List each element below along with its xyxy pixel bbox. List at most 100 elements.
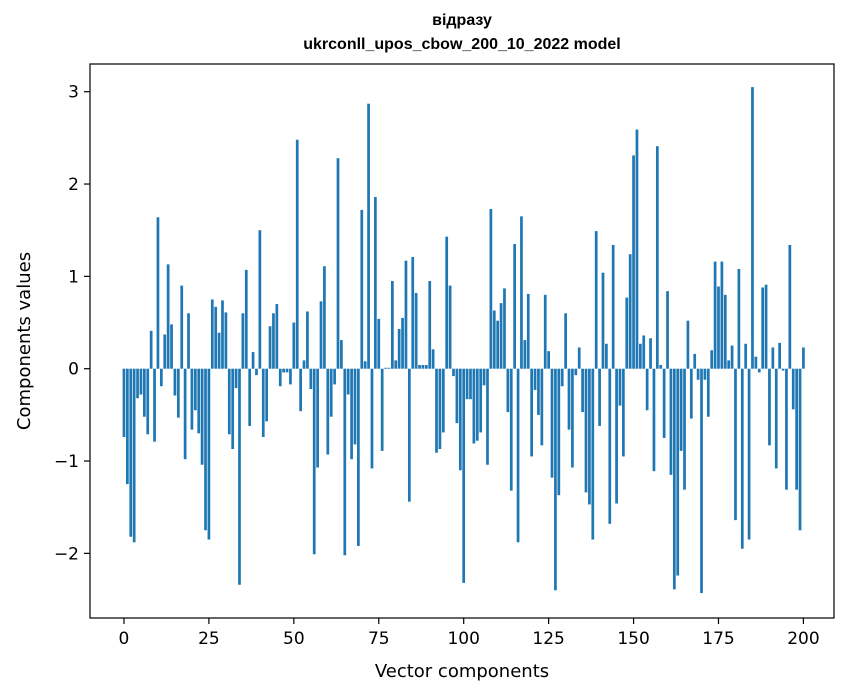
bar-187 (757, 368, 761, 373)
bar-88 (421, 365, 425, 369)
bar-103 (472, 368, 476, 444)
bar-99 (458, 368, 462, 471)
bar-127 (554, 368, 557, 591)
bar-186 (754, 356, 758, 369)
bar-167 (689, 368, 693, 419)
bar-136 (584, 368, 588, 493)
y-axis-ticks: −2 −1 0 1 2 3 (54, 83, 90, 564)
bar-184 (747, 368, 751, 540)
bar-26 (210, 299, 214, 369)
bar-59 (323, 266, 326, 369)
bar-178 (727, 360, 731, 369)
bar-195 (785, 368, 788, 490)
bar-173 (710, 350, 714, 369)
bar-29 (221, 300, 224, 369)
bar-166 (686, 320, 690, 369)
bar-30 (224, 312, 228, 369)
bar-161 (669, 368, 673, 475)
y-tick-label: 3 (68, 83, 79, 103)
bar-191 (771, 347, 775, 369)
bar-123 (540, 368, 544, 446)
x-tick-label: 50 (283, 629, 305, 649)
bar-77 (384, 367, 387, 369)
bar-193 (778, 342, 781, 369)
bar-126 (550, 368, 554, 478)
bar-31 (227, 368, 231, 435)
bar-146 (618, 368, 622, 406)
bar-15 (173, 368, 177, 396)
bar-130 (564, 313, 567, 369)
bar-137 (588, 368, 591, 505)
bar-0 (122, 368, 126, 438)
bar-182 (740, 368, 744, 549)
bar-40 (258, 230, 262, 369)
bar-89 (424, 365, 428, 369)
bar-54 (306, 311, 309, 369)
bar-60 (326, 368, 330, 455)
y-tick-label: 1 (68, 267, 79, 287)
bar-51 (295, 139, 299, 369)
bar-81 (397, 329, 401, 369)
bar-151 (635, 129, 639, 369)
bar-14 (170, 324, 173, 369)
x-tick-label: 175 (702, 629, 734, 649)
bar-134 (577, 347, 581, 369)
bar-154 (645, 368, 649, 411)
bar-9 (153, 368, 156, 442)
bar-41 (261, 368, 265, 438)
x-tick-label: 100 (447, 629, 479, 649)
bar-53 (302, 360, 306, 369)
bar-97 (452, 368, 455, 377)
bar-2 (129, 368, 133, 537)
bar-23 (200, 368, 204, 465)
y-tick-label: 0 (68, 360, 79, 380)
bars-group (122, 87, 805, 594)
bar-33 (234, 368, 238, 389)
bar-7 (146, 368, 150, 435)
bar-21 (193, 368, 197, 411)
bar-194 (781, 368, 785, 371)
bar-133 (574, 368, 578, 376)
bar-180 (734, 368, 737, 521)
bar-125 (547, 351, 550, 369)
bar-91 (431, 349, 435, 369)
bar-158 (659, 365, 663, 369)
x-tick-label: 25 (198, 629, 220, 649)
bar-64 (340, 340, 343, 369)
bar-35 (241, 313, 245, 369)
bar-190 (768, 368, 771, 446)
bar-122 (537, 368, 540, 415)
bar-25 (207, 368, 211, 540)
bar-104 (475, 368, 479, 441)
bar-142 (605, 343, 608, 369)
bar-141 (601, 272, 605, 369)
bar-87 (418, 365, 421, 369)
bar-106 (482, 368, 486, 386)
chart-title-line-1: відразу (432, 12, 492, 29)
bar-80 (394, 360, 398, 369)
bar-16 (176, 368, 180, 418)
bar-37 (248, 368, 252, 426)
bar-46 (278, 368, 282, 387)
bar-153 (642, 335, 646, 369)
bar-107 (486, 368, 489, 465)
bar-22 (197, 368, 201, 434)
bar-129 (560, 368, 564, 387)
bar-43 (268, 326, 272, 369)
bar-140 (598, 368, 601, 426)
x-tick-label: 0 (119, 629, 130, 649)
bar-177 (723, 294, 727, 369)
bar-28 (217, 332, 221, 369)
bar-152 (639, 343, 642, 369)
bar-100 (462, 368, 466, 583)
bar-160 (666, 291, 669, 369)
bar-196 (788, 244, 792, 369)
bar-199 (798, 368, 802, 531)
bar-118 (523, 340, 527, 369)
bar-116 (516, 368, 520, 543)
bar-72 (367, 103, 370, 369)
bar-66 (346, 368, 350, 395)
bar-111 (499, 303, 503, 369)
